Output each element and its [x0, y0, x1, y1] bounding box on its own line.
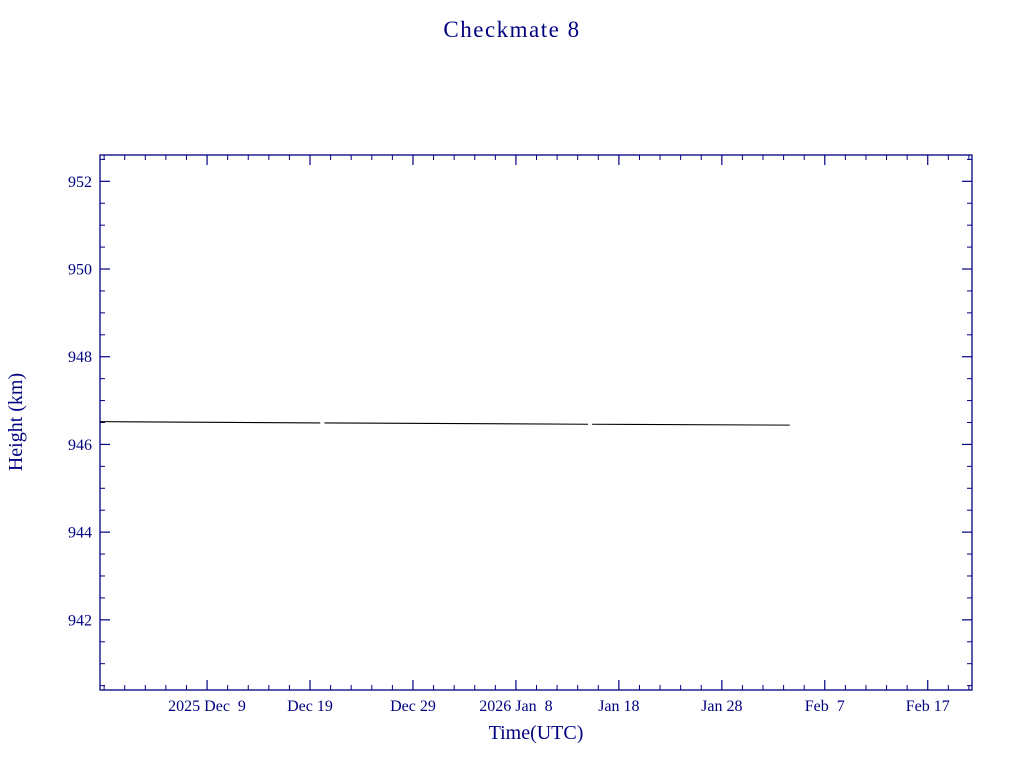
y-tick-label: 950	[68, 262, 92, 279]
y-axis-label: Height (km)	[5, 373, 27, 471]
series-orbit-height	[99, 421, 321, 424]
x-tick-label: 2026 Jan 8	[479, 698, 552, 715]
series-orbit-height	[592, 423, 790, 426]
data-line	[99, 421, 790, 426]
x-tick-label: Dec 19	[287, 698, 333, 715]
x-tick-label: Feb 17	[906, 698, 950, 715]
chart-title: Checkmate 8	[443, 17, 580, 42]
y-tick-label: 942	[68, 612, 92, 629]
x-tick-label: Jan 28	[701, 698, 742, 715]
series-orbit-height	[324, 422, 588, 425]
x-tick-label: Dec 29	[390, 698, 436, 715]
y-tick-label: 952	[68, 174, 92, 191]
y-tick-label: 948	[68, 349, 92, 366]
x-tick-label: Jan 18	[598, 698, 639, 715]
y-tick-label: 946	[68, 437, 92, 454]
x-axis-label: Time(UTC)	[489, 722, 584, 744]
x-axis-ticks: 2025 Dec 9 Dec 19 Dec 29 2026 Jan 8 Jan 18 Ja…	[103, 155, 970, 715]
y-tick-label: 944	[68, 525, 92, 542]
x-tick-label: Feb 7	[805, 698, 845, 715]
y-axis-ticks: 942 944 946 948 950 952	[68, 158, 972, 687]
x-tick-label: 2025 Dec 9	[168, 698, 246, 715]
